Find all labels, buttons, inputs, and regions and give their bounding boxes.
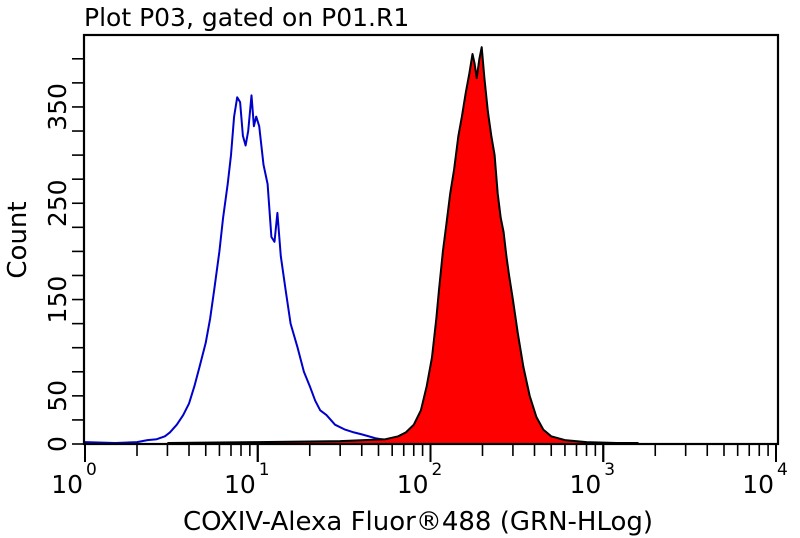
x-axis-label: COXIV-Alexa Fluor®488 (GRN-HLog) <box>183 507 653 537</box>
svg-text:1: 1 <box>259 460 270 480</box>
x-tick-label: 10 2 <box>397 460 443 499</box>
y-tick-label: 150 <box>43 276 72 324</box>
series-line-1 <box>167 46 639 444</box>
y-tick-label: 50 <box>43 380 72 412</box>
svg-text:4: 4 <box>777 460 788 480</box>
svg-text:10: 10 <box>397 470 429 499</box>
svg-text:10: 10 <box>224 470 256 499</box>
svg-text:2: 2 <box>432 460 443 480</box>
x-tick-label: 10 4 <box>742 460 788 499</box>
x-axis: 10 0 10 1 10 2 10 3 10 4 <box>51 445 788 499</box>
y-axis-label: Count <box>3 201 33 278</box>
series-fill-1 <box>167 47 639 444</box>
plot-frame <box>82 33 780 446</box>
svg-text:3: 3 <box>604 460 615 480</box>
x-tick-label: 10 0 <box>51 460 97 499</box>
y-axis: 0 50 150 250 350 <box>43 57 84 452</box>
y-tick-label: 250 <box>43 179 72 227</box>
chart-title: Plot P03, gated on P01.R1 <box>84 3 409 32</box>
y-tick-label: 0 <box>43 436 72 452</box>
y-tick-label: 350 <box>43 83 72 131</box>
series-layer <box>84 46 639 444</box>
x-tick-label: 10 1 <box>224 460 270 499</box>
x-tick-label: 10 3 <box>569 460 615 499</box>
svg-text:10: 10 <box>742 470 774 499</box>
series-line-0 <box>84 94 414 444</box>
svg-text:10: 10 <box>569 470 601 499</box>
svg-text:10: 10 <box>51 470 83 499</box>
svg-text:0: 0 <box>86 460 97 480</box>
